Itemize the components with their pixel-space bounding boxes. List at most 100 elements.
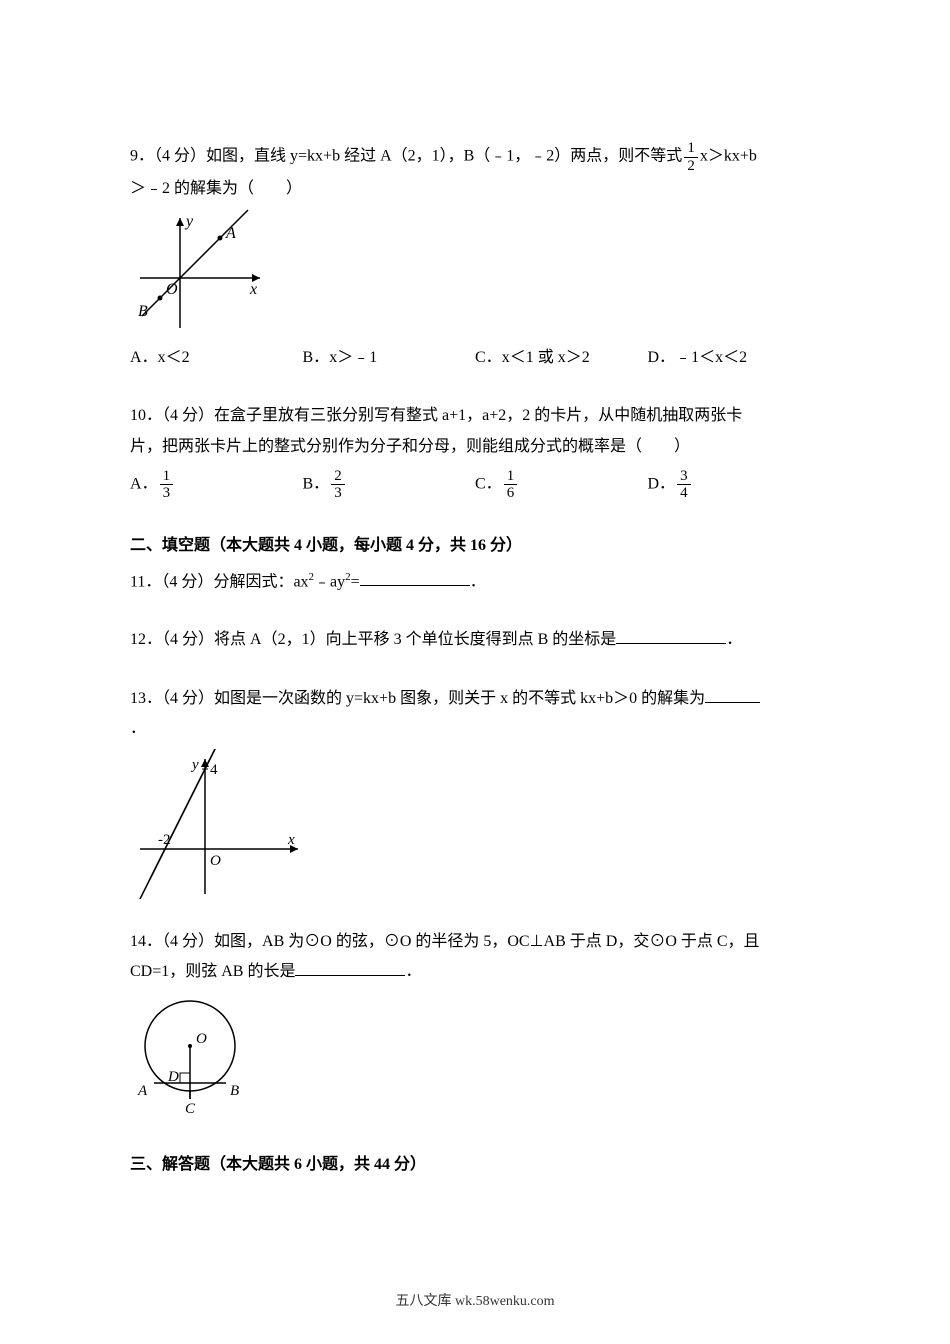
opt-b-label: B．: [303, 349, 330, 366]
q13-text: 13．（4 分）如图是一次函数的 y=kx+b 图象，则关于 x 的不等式 kx…: [130, 684, 820, 714]
opt-c-label: C．: [475, 349, 502, 366]
q10-a-frac: 13: [160, 468, 174, 502]
svg-text:O: O: [210, 853, 221, 869]
q12-body: 将点 A（2，1）向上平移 3 个单位长度得到点 B 的坐标是: [214, 631, 616, 648]
question-9: 9．（4 分）如图，直线 y=kx+b 经过 A（2，1），B（﹣1，﹣2）两点…: [130, 140, 820, 373]
opt-a-label: A．: [130, 476, 158, 493]
svg-text:O: O: [196, 1031, 207, 1047]
question-11: 11．（4 分）分解因式：ax2﹣ay2=．: [130, 567, 820, 598]
q10-line1: 10．（4 分）在盒子里放有三张分别写有整式 a+1，a+2，2 的卡片，从中随…: [130, 401, 820, 431]
q14-line2: CD=1，则弦 AB 的长是 ．: [130, 957, 820, 987]
question-10: 10．（4 分）在盒子里放有三张分别写有整式 a+1，a+2，2 的卡片，从中随…: [130, 401, 820, 502]
opt-c-text: x＜1 或 x＞2: [502, 349, 590, 366]
svg-text:y: y: [184, 213, 194, 230]
question-14: 14．（4 分）如图，AB 为⊙O 的弦，⊙O 的半径为 5，OC⊥AB 于点 …: [130, 927, 820, 1122]
svg-text:x: x: [249, 281, 257, 298]
svg-text:D: D: [167, 1069, 179, 1085]
svg-text:x: x: [287, 832, 295, 848]
q10-b-den: 3: [331, 485, 345, 502]
q11-after: =: [351, 573, 360, 590]
q11-points: （4 分）: [161, 573, 213, 590]
q13-body: 如图是一次函数的 y=kx+b 图象，则关于 x 的不等式 kx+b＞0 的解集…: [214, 690, 705, 707]
q10-b-num: 2: [331, 468, 345, 486]
question-13: 13．（4 分）如图是一次函数的 y=kx+b 图象，则关于 x 的不等式 kx…: [130, 684, 820, 899]
svg-text:A: A: [137, 1083, 148, 1099]
q14-figure: O A B C D: [130, 991, 820, 1121]
q10-c-num: 1: [504, 468, 518, 486]
svg-text:-2: -2: [158, 832, 171, 848]
q9-options: A．x＜2 B．x＞﹣1 C．x＜1 或 x＞2 D．﹣1＜x＜2: [130, 344, 820, 373]
svg-text:A: A: [225, 225, 236, 242]
q10-d-den: 4: [677, 485, 691, 502]
q14-text1: 如图，AB 为⊙O 的弦，⊙O 的半径为 5，OC⊥AB 于点 D，交⊙O 于点…: [214, 933, 760, 950]
q14-suffix: ．: [405, 963, 421, 980]
q9-option-c: C．x＜1 或 x＞2: [475, 344, 648, 373]
q13-figure: 4 -2 O y x: [130, 749, 820, 899]
q12-points: （4 分）: [162, 631, 214, 648]
q10-number: 10．: [130, 407, 162, 424]
opt-a-label: A．: [130, 349, 158, 366]
q10-d-num: 3: [677, 468, 691, 486]
q9-number: 9．: [130, 148, 154, 165]
q9-frac-den: 2: [684, 158, 698, 175]
q9-option-b: B．x＞﹣1: [303, 344, 476, 373]
question-12: 12．（4 分）将点 A（2，1）向上平移 3 个单位长度得到点 B 的坐标是 ．: [130, 625, 820, 655]
svg-text:4: 4: [210, 762, 218, 778]
q10-d-frac: 34: [677, 468, 691, 502]
q12-text: 12．（4 分）将点 A（2，1）向上平移 3 个单位长度得到点 B 的坐标是 ．: [130, 625, 820, 655]
q10-c-den: 6: [504, 485, 518, 502]
q14-line1: 14．（4 分）如图，AB 为⊙O 的弦，⊙O 的半径为 5，OC⊥AB 于点 …: [130, 927, 820, 957]
q11-text: 11．（4 分）分解因式：ax2﹣ay2=．: [130, 567, 820, 598]
svg-text:O: O: [166, 281, 178, 298]
svg-text:B: B: [230, 1083, 239, 1099]
q10-points: （4 分）: [162, 407, 214, 424]
q11-blank: [360, 570, 470, 586]
q13-points: （4 分）: [162, 690, 214, 707]
q9-text: 9．（4 分）如图，直线 y=kx+b 经过 A（2，1），B（﹣1，﹣2）两点…: [130, 140, 820, 174]
q10-a-num: 1: [160, 468, 174, 486]
q11-suffix: ．: [470, 573, 486, 590]
q14-number: 14．: [130, 933, 162, 950]
q11-before: 分解因式：ax: [213, 573, 308, 590]
q9-fraction: 12: [684, 140, 698, 174]
page-footer: 五八文库 wk.58wenku.com: [0, 1289, 950, 1314]
q13-number: 13．: [130, 690, 162, 707]
opt-c-label: C．: [475, 476, 502, 493]
q9-figure: A B y x O: [130, 208, 820, 338]
section-2-title: 二、填空题（本大题共 4 小题，每小题 4 分，共 16 分）: [130, 532, 820, 561]
q9-part1: 如图，直线 y=kx+b 经过 A（2，1），B（﹣1，﹣2）两点，则不等式: [206, 148, 682, 165]
svg-text:B: B: [138, 303, 148, 320]
opt-a-text: x＜2: [158, 349, 190, 366]
q10-option-d: D．34: [648, 468, 821, 502]
q10-b-frac: 23: [331, 468, 345, 502]
q11-number: 11．: [130, 573, 161, 590]
opt-d-text: ﹣1＜x＜2: [675, 349, 747, 366]
q12-suffix: ．: [726, 631, 742, 648]
q10-a-den: 3: [160, 485, 174, 502]
q9-part2: x＞kx+b: [700, 148, 757, 165]
opt-b-label: B．: [303, 476, 330, 493]
q9-option-d: D．﹣1＜x＜2: [648, 344, 821, 373]
q10-option-a: A．13: [130, 468, 303, 502]
q12-number: 12．: [130, 631, 162, 648]
q10-options: A．13 B．23 C．16 D．34: [130, 468, 820, 502]
q10-text1: 在盒子里放有三张分别写有整式 a+1，a+2，2 的卡片，从中随机抽取两张卡: [214, 407, 742, 424]
q9-line2: ＞﹣2 的解集为（ ）: [130, 174, 820, 204]
q13-suffix: ．: [130, 714, 820, 744]
q10-option-c: C．16: [475, 468, 648, 502]
q9-frac-num: 1: [684, 140, 698, 158]
q10-line2: 片，把两张卡片上的整式分别作为分子和分母，则能组成分式的概率是（ ）: [130, 432, 820, 462]
svg-text:C: C: [185, 1101, 196, 1117]
q10-option-b: B．23: [303, 468, 476, 502]
opt-d-label: D．: [648, 349, 676, 366]
q13-blank: [705, 687, 760, 703]
q14-points: （4 分）: [162, 933, 214, 950]
q9-points: （4 分）: [154, 148, 206, 165]
q12-blank: [616, 628, 726, 644]
q11-mid: ﹣ay: [314, 573, 345, 590]
q14-text2: CD=1，则弦 AB 的长是: [130, 963, 295, 980]
opt-b-text: x＞﹣1: [329, 349, 377, 366]
section-3-title: 三、解答题（本大题共 6 小题，共 44 分）: [130, 1151, 820, 1180]
q14-blank: [295, 960, 405, 976]
opt-d-label: D．: [648, 476, 676, 493]
